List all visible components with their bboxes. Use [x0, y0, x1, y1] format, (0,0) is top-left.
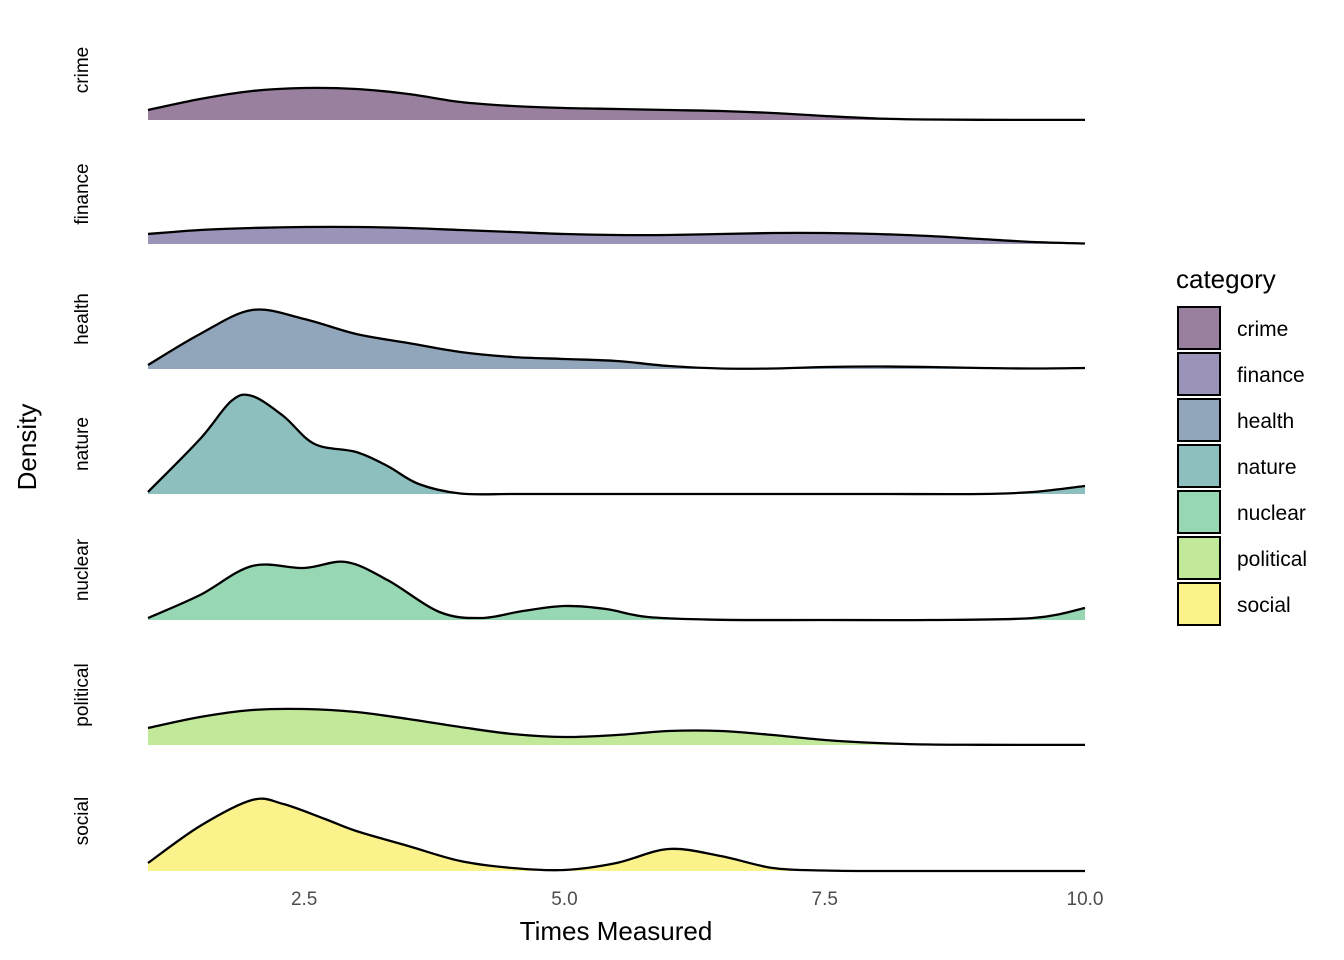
x-tick-label: 10.0 — [1067, 889, 1104, 910]
legend-swatch-nuclear — [1177, 490, 1221, 534]
ridge-line-crime — [147, 86, 1086, 122]
legend-label-crime: crime — [1237, 318, 1288, 341]
ridge-line-nuclear — [147, 560, 1086, 622]
category-label-social: social — [72, 797, 93, 846]
legend-swatch-social — [1177, 582, 1221, 626]
ridge-area-political — [148, 708, 1085, 745]
ridge-area-health — [148, 309, 1085, 369]
category-label-nature: nature — [72, 417, 93, 471]
x-tick-label: 5.0 — [551, 889, 577, 910]
category-label-health: health — [72, 293, 93, 345]
ridge-line-finance — [147, 225, 1086, 245]
legend-label-health: health — [1237, 410, 1294, 433]
ridge-area-nuclear — [148, 561, 1085, 621]
legend: category crime finance health nature nuclear… — [1176, 264, 1307, 626]
legend-swatch-health — [1177, 398, 1221, 442]
ridge-line-political — [147, 707, 1086, 747]
ridge-area-nature — [148, 394, 1085, 495]
legend-label-political: political — [1237, 548, 1307, 571]
ridge-line-social — [147, 797, 1086, 873]
legend-label-social: social — [1237, 594, 1291, 617]
ridge-area-social — [148, 798, 1085, 872]
legend-items: crime finance health nature nuclear political… — [1177, 306, 1307, 626]
x-axis-title: Times Measured — [520, 916, 713, 946]
category-label-political: political — [72, 663, 93, 726]
legend-swatch-political — [1177, 536, 1221, 580]
ridge-line-health — [147, 308, 1086, 370]
category-label-nuclear: nuclear — [72, 538, 93, 601]
legend-swatch-finance — [1177, 352, 1221, 396]
ridge-area-crime — [148, 87, 1085, 120]
legend-swatch-nature — [1177, 444, 1221, 488]
category-labels: crime finance health nature nuclear political… — [72, 47, 93, 846]
x-tick-label: 2.5 — [291, 889, 317, 910]
legend-label-nuclear: nuclear — [1237, 502, 1306, 525]
legend-title: category — [1176, 264, 1276, 294]
category-label-crime: crime — [72, 47, 93, 93]
legend-swatch-crime — [1177, 306, 1221, 350]
legend-label-nature: nature — [1237, 456, 1297, 479]
ridges-group — [147, 86, 1086, 873]
x-axis-ticks: 2.5 5.0 7.5 10.0 — [291, 889, 1104, 910]
legend-label-finance: finance — [1237, 364, 1305, 387]
ridge-line-nature — [147, 393, 1086, 496]
y-axis-title: Density — [12, 404, 42, 491]
x-tick-label: 7.5 — [812, 889, 838, 910]
category-label-finance: finance — [72, 163, 93, 224]
